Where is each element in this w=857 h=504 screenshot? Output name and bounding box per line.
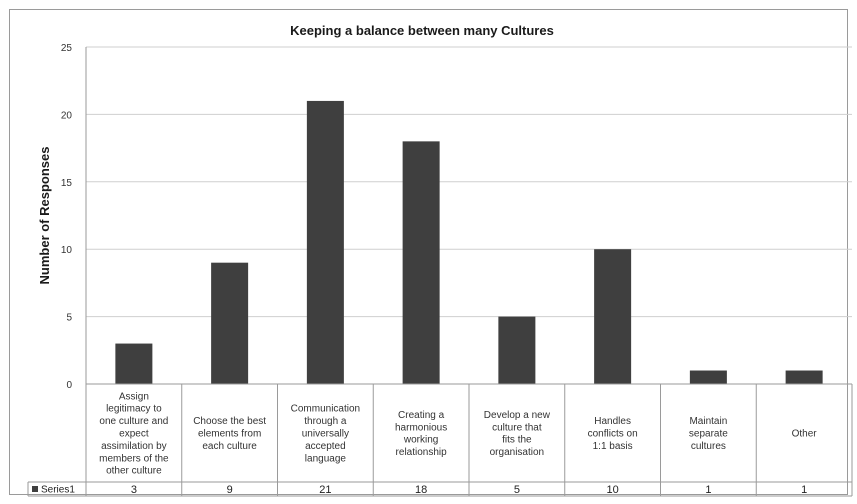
y-axis-label: Number of Responses [37,147,52,285]
table-value-1: 3 [131,484,137,496]
bar-2 [211,262,249,384]
y-tick-label: 5 [66,313,72,324]
category-label-3: Communication through a universally accepte… [291,404,360,465]
legend-swatch [32,486,38,492]
y-tick-label: 10 [61,245,73,256]
category-label-2: Choose the best elements from each culture [193,416,266,452]
table-value-2: 9 [227,484,233,496]
table-value-3: 21 [319,484,331,496]
chart-title: Keeping a balance between many Cultures [290,23,554,38]
bar-3 [306,100,344,385]
legend-series-name: Series1 [41,485,75,496]
bar-4 [402,141,440,384]
table-value-8: 1 [801,484,807,496]
category-label-4: Creating a harmonious working relationship [395,410,447,458]
category-label-6: Handles conflicts on 1:1 basis [588,416,638,452]
y-tick-label: 20 [61,110,73,121]
table-value-7: 1 [705,484,711,496]
bar-5 [498,316,536,384]
category-label-1: Assign legitimacy to one culture and expect… [99,391,169,476]
y-tick-label: 25 [61,43,73,54]
table-value-4: 18 [415,484,427,496]
table-value-5: 5 [514,484,520,496]
y-tick-label: 0 [66,380,72,391]
bar-7 [689,370,727,384]
bar-6 [594,249,632,384]
bar-1 [115,343,153,384]
category-label-7: Maintain separate cultures [689,416,728,452]
category-label-8: Other [792,429,818,440]
table-value-6: 10 [607,484,619,496]
y-tick-label: 15 [61,178,73,189]
category-label-5: Develop a new culture that fits the organis… [484,410,551,458]
bar-8 [785,370,823,384]
